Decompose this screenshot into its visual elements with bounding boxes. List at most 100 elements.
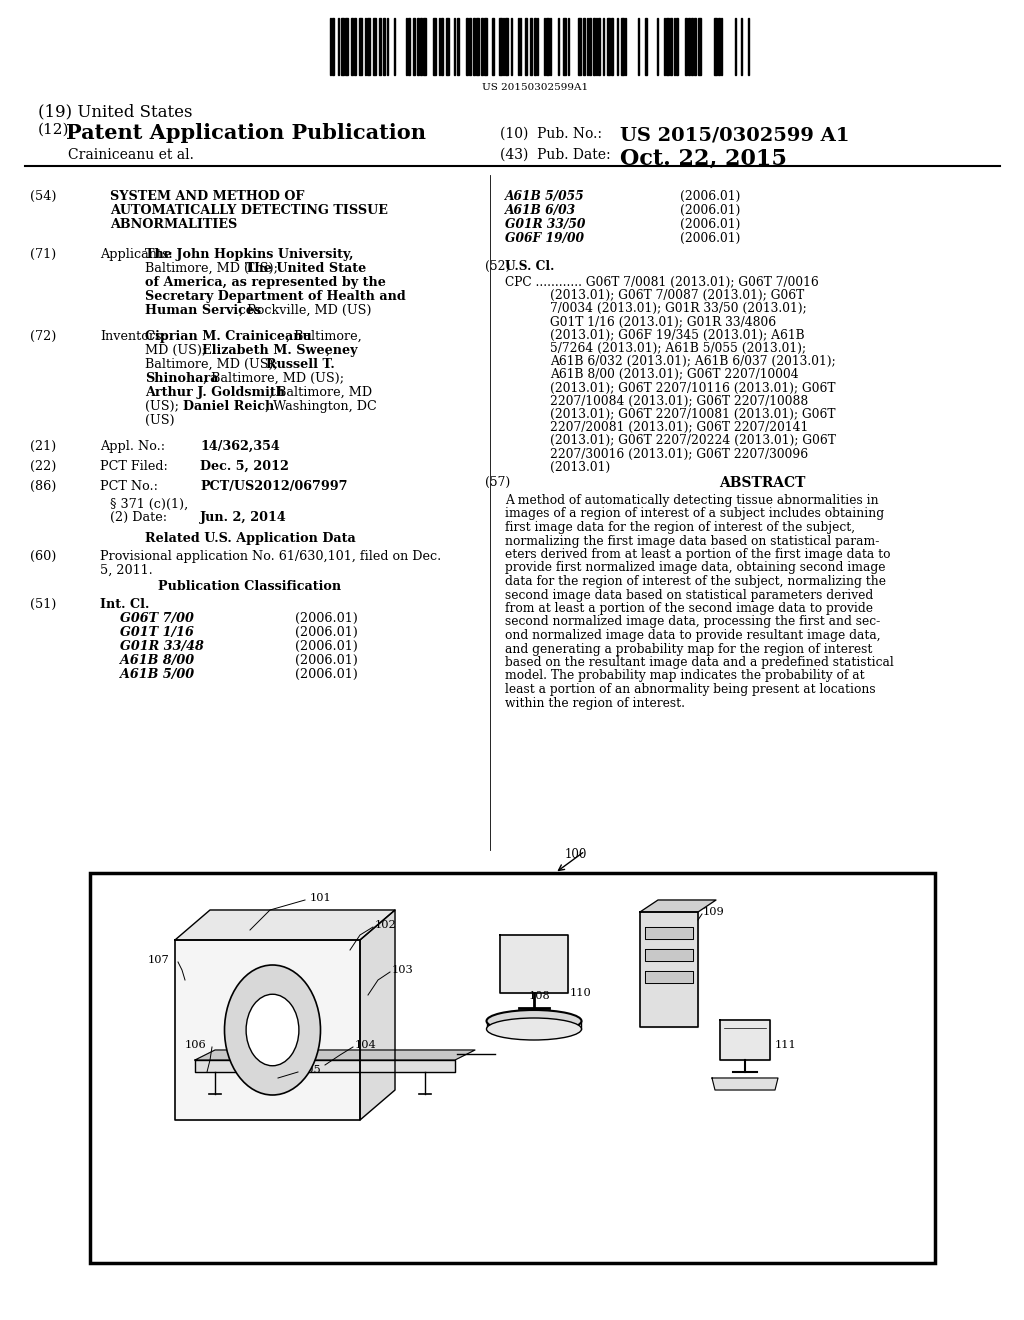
Polygon shape <box>640 912 698 1027</box>
Bar <box>645 18 647 75</box>
Bar <box>469 18 471 75</box>
Text: MD (US);: MD (US); <box>145 345 210 356</box>
Polygon shape <box>645 949 693 961</box>
Text: Elizabeth M. Sweeney: Elizabeth M. Sweeney <box>202 345 357 356</box>
Text: images of a region of interest of a subject includes obtaining: images of a region of interest of a subj… <box>505 507 884 520</box>
Text: (60): (60) <box>30 550 56 564</box>
Text: (2013.01); G06T 2207/10081 (2013.01); G06T: (2013.01); G06T 2207/10081 (2013.01); G0… <box>550 408 836 421</box>
Text: US 20150302599A1: US 20150302599A1 <box>482 83 588 92</box>
Text: (57): (57) <box>485 477 510 488</box>
Text: and generating a probability map for the region of interest: and generating a probability map for the… <box>505 643 872 656</box>
Text: provide first normalized image data, obtaining second image: provide first normalized image data, obt… <box>505 561 886 574</box>
Text: 103: 103 <box>392 965 414 975</box>
Bar <box>676 18 678 75</box>
Text: of America, as represented by the: of America, as represented by the <box>145 276 386 289</box>
Text: second image data based on statistical parameters derived: second image data based on statistical p… <box>505 589 873 602</box>
Bar <box>492 18 494 75</box>
Text: Human Services: Human Services <box>145 304 261 317</box>
Text: (51): (51) <box>30 598 56 611</box>
Bar <box>505 18 508 75</box>
Text: 2207/10084 (2013.01); G06T 2207/10088: 2207/10084 (2013.01); G06T 2207/10088 <box>550 395 808 408</box>
Text: from at least a portion of the second image data to provide: from at least a portion of the second im… <box>505 602 873 615</box>
Text: The John Hopkins University,: The John Hopkins University, <box>145 248 353 261</box>
Bar <box>578 18 581 75</box>
Text: PCT/US2012/067997: PCT/US2012/067997 <box>200 480 347 492</box>
Bar <box>433 18 436 75</box>
Bar <box>714 18 717 75</box>
Text: A61B 5/055: A61B 5/055 <box>505 190 585 203</box>
Text: (21): (21) <box>30 440 56 453</box>
Text: normalizing the first image data based on statistical param-: normalizing the first image data based o… <box>505 535 880 548</box>
Bar <box>466 18 468 75</box>
Bar <box>691 18 693 75</box>
Text: (71): (71) <box>30 248 56 261</box>
Bar <box>589 18 591 75</box>
Text: US 2015/0302599 A1: US 2015/0302599 A1 <box>620 127 850 145</box>
Bar <box>367 18 370 75</box>
Text: (2006.01): (2006.01) <box>295 626 357 639</box>
Bar <box>473 18 475 75</box>
Text: Inventors:: Inventors: <box>100 330 166 343</box>
Bar <box>457 18 459 75</box>
Bar <box>423 18 426 75</box>
Polygon shape <box>645 927 693 939</box>
Text: CPC ............ G06T 7/0081 (2013.01); G06T 7/0016: CPC ............ G06T 7/0081 (2013.01); … <box>505 276 819 289</box>
Text: Jun. 2, 2014: Jun. 2, 2014 <box>200 511 287 524</box>
Bar <box>373 18 376 75</box>
Polygon shape <box>720 1020 770 1060</box>
Text: AUTOMATICALLY DETECTING TISSUE: AUTOMATICALLY DETECTING TISSUE <box>110 205 388 216</box>
Bar <box>698 18 701 75</box>
Text: (2006.01): (2006.01) <box>680 232 740 246</box>
Text: model. The probability map indicates the probability of at: model. The probability map indicates the… <box>505 669 864 682</box>
Text: , Baltimore, MD (US);: , Baltimore, MD (US); <box>203 372 344 385</box>
Text: (2006.01): (2006.01) <box>680 205 740 216</box>
Text: (22): (22) <box>30 459 56 473</box>
Bar <box>670 18 672 75</box>
Text: 109: 109 <box>703 907 725 917</box>
Bar <box>351 18 353 75</box>
Text: A61B 6/03: A61B 6/03 <box>505 205 577 216</box>
Text: least a portion of an abnormality being present at locations: least a portion of an abnormality being … <box>505 682 876 696</box>
Text: 108: 108 <box>529 991 551 1001</box>
Bar <box>484 18 487 75</box>
Text: G06T 7/00: G06T 7/00 <box>120 612 194 624</box>
Polygon shape <box>712 1078 778 1090</box>
Text: (2006.01): (2006.01) <box>295 640 357 653</box>
Text: SYSTEM AND METHOD OF: SYSTEM AND METHOD OF <box>110 190 304 203</box>
Polygon shape <box>360 909 395 1119</box>
Text: Dec. 5, 2012: Dec. 5, 2012 <box>200 459 289 473</box>
Text: (19) United States: (19) United States <box>38 103 193 120</box>
Bar <box>563 18 566 75</box>
Text: (2013.01); G06F 19/345 (2013.01); A61B: (2013.01); G06F 19/345 (2013.01); A61B <box>550 329 805 342</box>
Text: Daniel Reich: Daniel Reich <box>183 400 274 413</box>
Bar <box>499 18 502 75</box>
Text: (2006.01): (2006.01) <box>680 190 740 203</box>
Text: 5/7264 (2013.01); A61B 5/055 (2013.01);: 5/7264 (2013.01); A61B 5/055 (2013.01); <box>550 342 806 355</box>
Text: A61B 8/00 (2013.01); G06T 2207/10004: A61B 8/00 (2013.01); G06T 2207/10004 <box>550 368 799 381</box>
Text: (2013.01); G06T 2207/10116 (2013.01); G06T: (2013.01); G06T 2207/10116 (2013.01); G0… <box>550 381 836 395</box>
Polygon shape <box>640 900 716 912</box>
Bar <box>694 18 696 75</box>
Text: 2207/20081 (2013.01); G06T 2207/20141: 2207/20081 (2013.01); G06T 2207/20141 <box>550 421 808 434</box>
Text: within the region of interest.: within the region of interest. <box>505 697 685 710</box>
Text: § 371 (c)(1),: § 371 (c)(1), <box>110 498 188 511</box>
Text: data for the region of interest of the subject, normalizing the: data for the region of interest of the s… <box>505 576 886 587</box>
Text: (52): (52) <box>485 260 510 273</box>
Text: (2013.01); G06T 2207/20224 (2013.01); G06T: (2013.01); G06T 2207/20224 (2013.01); G0… <box>550 434 836 447</box>
Text: Patent Application Publication: Patent Application Publication <box>66 123 426 143</box>
Bar <box>383 18 385 75</box>
Text: (10)  Pub. No.:: (10) Pub. No.: <box>500 127 602 141</box>
Text: (2) Date:: (2) Date: <box>110 511 167 524</box>
Ellipse shape <box>224 965 321 1096</box>
Text: (2006.01): (2006.01) <box>295 668 357 681</box>
Bar <box>408 18 410 75</box>
Polygon shape <box>175 909 395 940</box>
Bar <box>354 18 356 75</box>
Bar <box>481 18 483 75</box>
Text: Ciprian M. Crainiceanu: Ciprian M. Crainiceanu <box>145 330 311 343</box>
Text: ABSTRACT: ABSTRACT <box>719 477 805 490</box>
Bar <box>611 18 613 75</box>
Bar <box>525 18 527 75</box>
Text: 105: 105 <box>300 1065 322 1074</box>
Ellipse shape <box>486 1018 582 1040</box>
